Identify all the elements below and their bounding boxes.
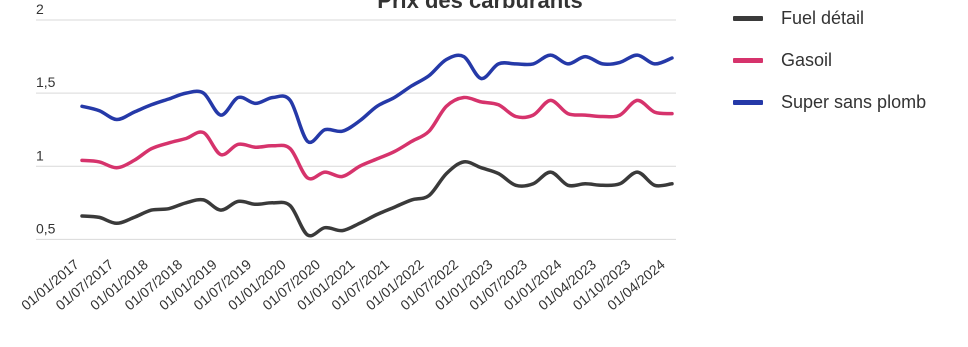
series-line-gasoil [80,95,674,181]
legend-label: Super sans plomb [781,92,926,112]
grid-layer [36,19,676,240]
y-axis-ticks: 0,5 1 1,5 2 [36,1,56,236]
series-line-fuel-detail [80,160,674,238]
legend-swatch [733,58,763,63]
legend-swatch [733,100,763,105]
legend-label: Fuel détail [781,8,864,28]
legend-swatch [733,16,763,21]
y-tick-label: 1,5 [36,74,56,90]
y-tick-label: 1 [36,147,44,163]
series-layer [80,53,674,238]
y-tick-label: 2 [36,1,44,17]
legend: Fuel détail Gasoil Super sans plomb [733,8,926,112]
chart-title: Prix des carburants [377,0,582,13]
x-axis-ticks: 01/01/201701/07/201701/01/201801/07/2018… [18,256,668,313]
legend-label: Gasoil [781,50,832,70]
y-tick-label: 0,5 [36,220,56,236]
series-line-super-sans-plomb [80,53,674,145]
